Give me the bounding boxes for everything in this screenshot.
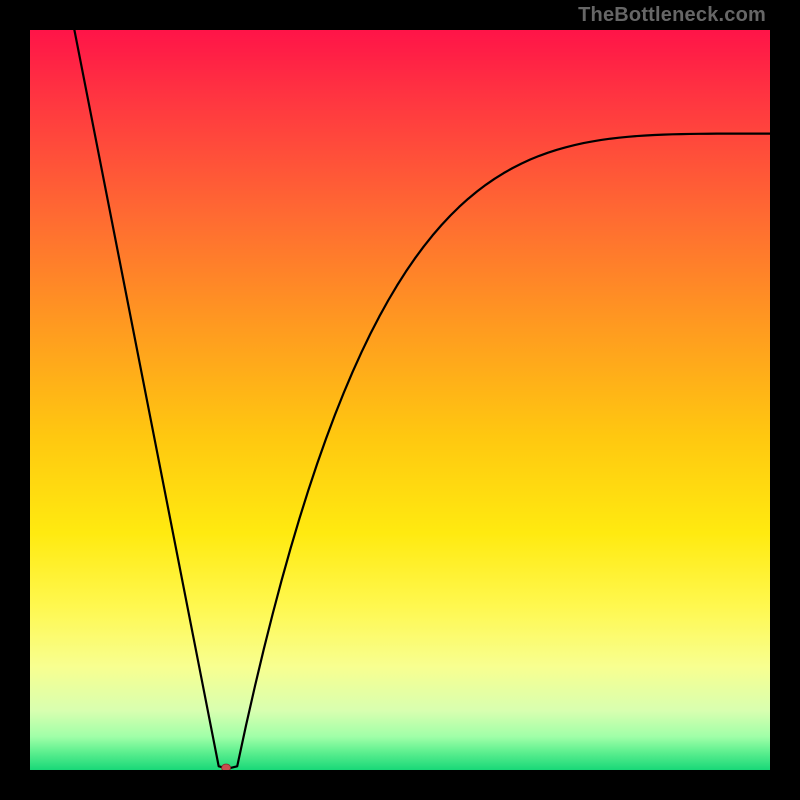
gradient-background <box>30 30 770 770</box>
outer-frame: TheBottleneck.com <box>0 0 800 800</box>
watermark-text: TheBottleneck.com <box>578 4 766 27</box>
plot-area <box>30 30 770 770</box>
chart-svg <box>30 30 770 770</box>
minimum-marker <box>222 764 231 770</box>
